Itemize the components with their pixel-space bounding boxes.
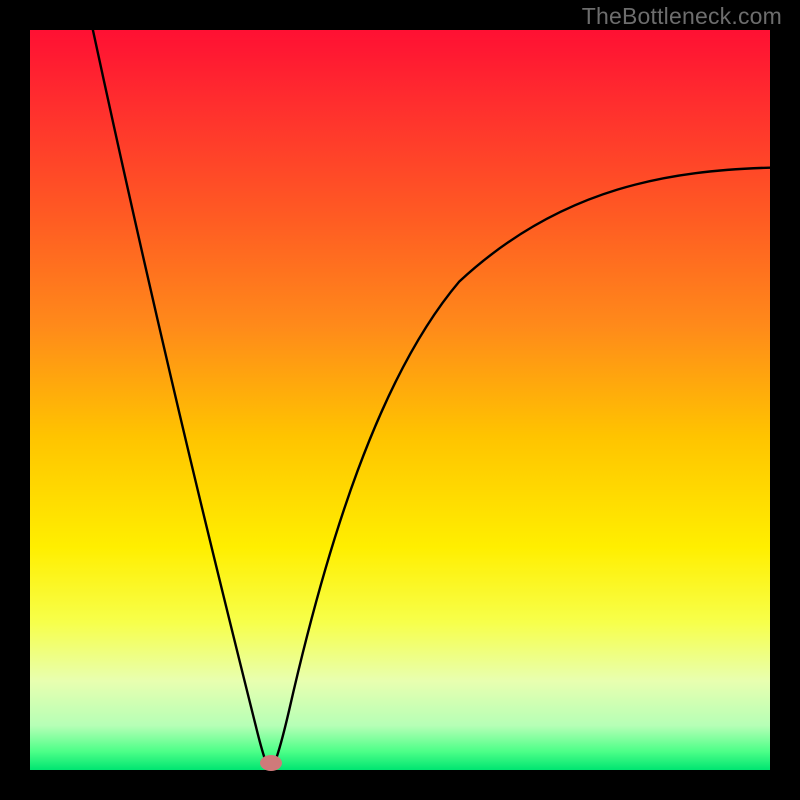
optimum-marker xyxy=(260,755,282,771)
curve-layer xyxy=(30,30,770,770)
chart-canvas: TheBottleneck.com xyxy=(0,0,800,800)
plot-area xyxy=(30,30,770,770)
watermark-text: TheBottleneck.com xyxy=(582,3,782,30)
bottleneck-curve xyxy=(93,30,770,770)
